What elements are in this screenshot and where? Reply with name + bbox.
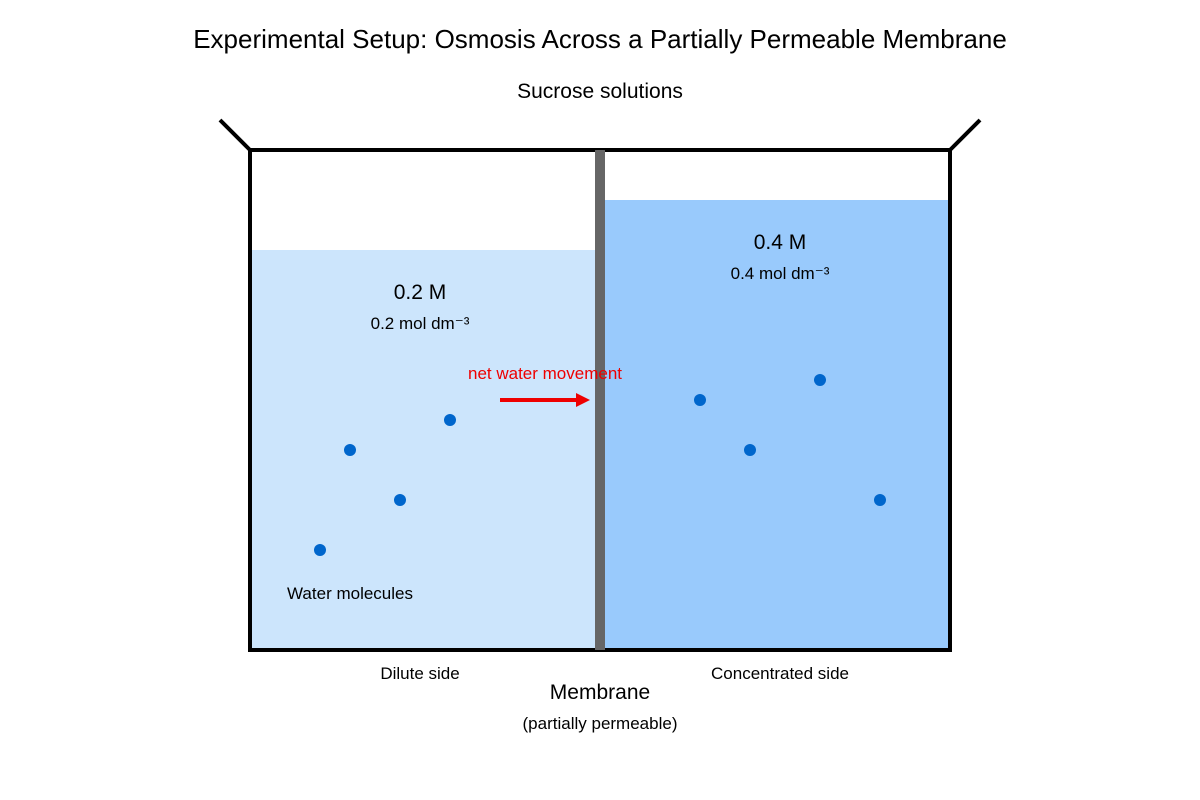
- container-lip-left: [218, 118, 252, 152]
- dilute-unit-text: 0.2 mol dm⁻³: [370, 314, 470, 333]
- water-molecule: [444, 414, 456, 426]
- water-molecule: [394, 494, 406, 506]
- net-water-arrow-label: net water movement: [467, 364, 623, 383]
- dilute-solution: [250, 250, 600, 650]
- water-molecule: [344, 444, 356, 456]
- membrane-label: Membrane: [549, 681, 651, 704]
- net-water-arrow-head: [576, 393, 590, 407]
- water-molecule: [814, 374, 826, 386]
- concentrated-solution: [600, 200, 950, 650]
- dilute-side-label: Dilute side: [380, 664, 460, 683]
- concentrated-concentration: 0.4 M: [753, 231, 807, 254]
- water-molecule: [314, 544, 326, 556]
- diagram-title: Experimental Setup: Osmosis Across a Par…: [193, 24, 1007, 54]
- container-lip-right: [948, 118, 982, 152]
- membrane: [595, 150, 605, 650]
- membrane-sublabel: (partially permeable): [522, 714, 678, 733]
- diagram-subtitle: Sucrose solutions: [517, 80, 683, 103]
- dilute-concentration: 0.2 M: [393, 281, 447, 304]
- concentrated-unit-text: 0.4 mol dm⁻³: [730, 264, 830, 283]
- water-molecule: [744, 444, 756, 456]
- water-molecule: [874, 494, 886, 506]
- water-molecule: [694, 394, 706, 406]
- concentrated-side-label: Concentrated side: [711, 664, 849, 683]
- water-molecules-label: Water molecules: [287, 584, 413, 603]
